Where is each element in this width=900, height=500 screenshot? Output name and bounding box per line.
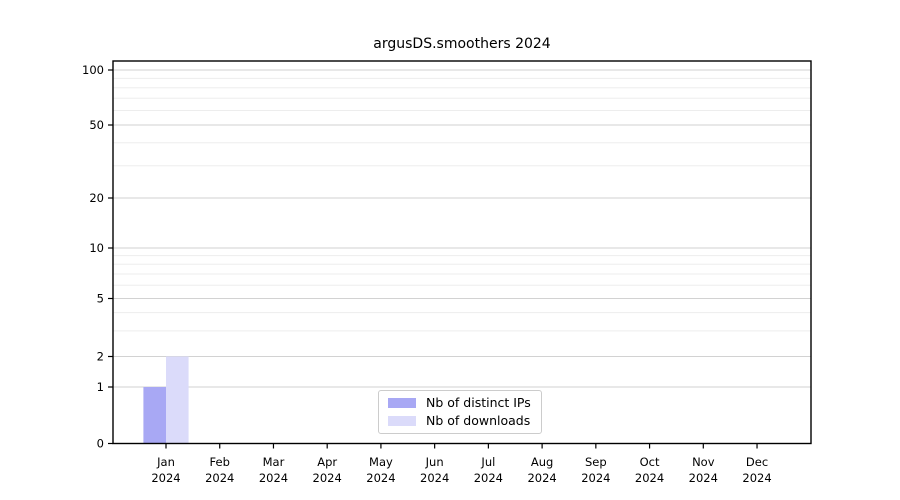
bar-nb-of-distinct-ips-jan-2024 — [143, 387, 166, 444]
x-tick-label-month: Dec — [746, 455, 768, 469]
x-tick-label-month: Jan — [156, 455, 175, 469]
plot-border — [112, 60, 812, 445]
legend-swatch-distinct-ips — [388, 398, 416, 408]
x-tick-label-year: 2024 — [581, 471, 610, 485]
legend-box: Nb of distinct IPs Nb of downloads — [378, 390, 542, 434]
x-tick-label-month: Jun — [425, 455, 444, 469]
y-tick-label: 10 — [89, 241, 104, 255]
x-tick-label-month: Nov — [692, 455, 715, 469]
x-tick-label-year: 2024 — [151, 471, 180, 485]
x-tick-label-year: 2024 — [313, 471, 342, 485]
y-tick-label: 20 — [89, 191, 104, 205]
legend-item-downloads: Nb of downloads — [388, 414, 531, 428]
y-tick-label: 50 — [89, 118, 104, 132]
x-tick-label-year: 2024 — [366, 471, 395, 485]
x-tick-label-month: Apr — [317, 455, 337, 469]
x-tick-label-year: 2024 — [259, 471, 288, 485]
chart-title: argusDS.smoothers 2024 — [373, 36, 551, 52]
bar-nb-of-downloads-jan-2024 — [166, 356, 189, 444]
x-tick-label-year: 2024 — [474, 471, 503, 485]
y-tick-label: 2 — [97, 350, 104, 364]
y-tick-label: 1 — [97, 380, 104, 394]
legend-label-downloads: Nb of downloads — [426, 413, 531, 428]
legend-swatch-downloads — [388, 416, 416, 426]
x-tick-label-year: 2024 — [205, 471, 234, 485]
x-tick-label-year: 2024 — [742, 471, 771, 485]
x-tick-label-month: Feb — [210, 455, 230, 469]
legend-item-distinct-ips: Nb of distinct IPs — [388, 396, 531, 410]
x-tick-label-month: Oct — [640, 455, 660, 469]
x-tick-label-month: Sep — [585, 455, 607, 469]
x-tick-label-year: 2024 — [635, 471, 664, 485]
y-tick-label: 100 — [82, 63, 104, 77]
x-tick-label-month: Mar — [263, 455, 285, 469]
y-tick-label: 5 — [97, 292, 104, 306]
x-tick-label-year: 2024 — [420, 471, 449, 485]
x-tick-label-month: Aug — [531, 455, 553, 469]
x-tick-label-year: 2024 — [527, 471, 556, 485]
x-tick-label-month: Jul — [480, 455, 495, 469]
legend-label-distinct-ips: Nb of distinct IPs — [426, 395, 531, 410]
x-tick-label-year: 2024 — [689, 471, 718, 485]
x-tick-label-month: May — [369, 455, 393, 469]
y-tick-label: 0 — [97, 437, 104, 451]
